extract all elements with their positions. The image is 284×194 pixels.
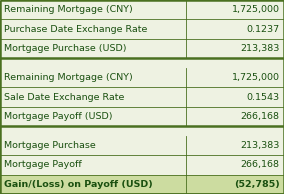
Text: Remaining Mortgage (CNY): Remaining Mortgage (CNY) <box>4 73 133 82</box>
Text: Sale Date Exchange Rate: Sale Date Exchange Rate <box>4 93 125 101</box>
Text: 1,725,000: 1,725,000 <box>232 5 280 14</box>
Text: Mortgage Payoff: Mortgage Payoff <box>4 160 82 169</box>
Bar <box>0 68 284 87</box>
Bar <box>0 87 284 107</box>
Bar <box>0 39 284 58</box>
Text: 213,383: 213,383 <box>240 44 280 53</box>
Text: Gain/(Loss) on Payoff (USD): Gain/(Loss) on Payoff (USD) <box>4 180 153 189</box>
Bar <box>0 58 284 68</box>
Text: 0.1237: 0.1237 <box>247 25 280 34</box>
Text: (52,785): (52,785) <box>234 180 280 189</box>
Text: Remaining Mortgage (CNY): Remaining Mortgage (CNY) <box>4 5 133 14</box>
Bar <box>0 0 284 19</box>
Text: 213,383: 213,383 <box>240 141 280 150</box>
Bar <box>0 136 284 155</box>
Bar <box>0 155 284 175</box>
Bar <box>0 175 284 194</box>
Text: Mortgage Purchase: Mortgage Purchase <box>4 141 96 150</box>
Bar <box>0 126 284 136</box>
Bar <box>0 107 284 126</box>
Text: 266,168: 266,168 <box>241 160 280 169</box>
Text: 1,725,000: 1,725,000 <box>232 73 280 82</box>
Text: 0.1543: 0.1543 <box>247 93 280 101</box>
Text: Purchase Date Exchange Rate: Purchase Date Exchange Rate <box>4 25 148 34</box>
Bar <box>0 19 284 39</box>
Text: Mortgage Payoff (USD): Mortgage Payoff (USD) <box>4 112 113 121</box>
Text: Mortgage Purchase (USD): Mortgage Purchase (USD) <box>4 44 127 53</box>
Text: 266,168: 266,168 <box>241 112 280 121</box>
